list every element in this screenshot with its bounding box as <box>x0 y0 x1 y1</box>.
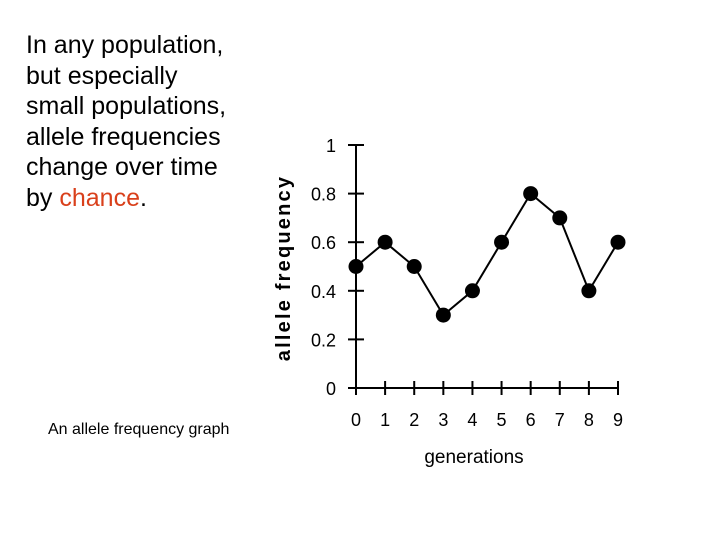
x-tick-label: 5 <box>497 410 507 430</box>
series-line <box>355 192 619 317</box>
x-tick-label: 0 <box>351 410 361 430</box>
y-tick-label: 0 <box>326 379 336 399</box>
x-tick-label: 8 <box>584 410 594 430</box>
y-tick-label: 1 <box>326 136 336 156</box>
figure-caption: An allele frequency graph <box>48 421 230 438</box>
data-point <box>435 307 451 323</box>
data-point <box>523 186 539 202</box>
x-axis-label: generations <box>424 447 523 468</box>
x-tick-label: 3 <box>438 410 448 430</box>
slide-body-text: In any population, but especially small … <box>26 30 241 213</box>
y-tick-label: 0.4 <box>311 282 336 302</box>
x-tick-label: 2 <box>409 410 419 430</box>
data-point <box>406 259 422 274</box>
slide-text-highlight: chance <box>59 183 140 212</box>
y-tick-label: 0.6 <box>311 233 336 253</box>
data-point <box>581 283 597 299</box>
y-axis-label: allele frequency <box>273 175 295 361</box>
x-tick-label: 7 <box>555 410 565 430</box>
data-point <box>610 234 626 250</box>
data-point <box>377 234 393 250</box>
frequency-series <box>348 186 626 323</box>
x-tick-label: 4 <box>467 410 477 430</box>
data-point <box>348 259 364 274</box>
x-tick-label: 1 <box>380 410 390 430</box>
x-tick-label: 6 <box>526 410 536 430</box>
slide-text-end: . <box>139 183 147 212</box>
y-tick-label: 0.2 <box>311 330 336 350</box>
data-point <box>494 234 510 250</box>
slide-text-main: In any population, but especially small … <box>26 31 227 212</box>
y-tick-label: 0.8 <box>311 185 336 205</box>
x-tick-label: 9 <box>613 410 623 430</box>
data-point <box>464 283 480 299</box>
data-point <box>552 210 568 226</box>
